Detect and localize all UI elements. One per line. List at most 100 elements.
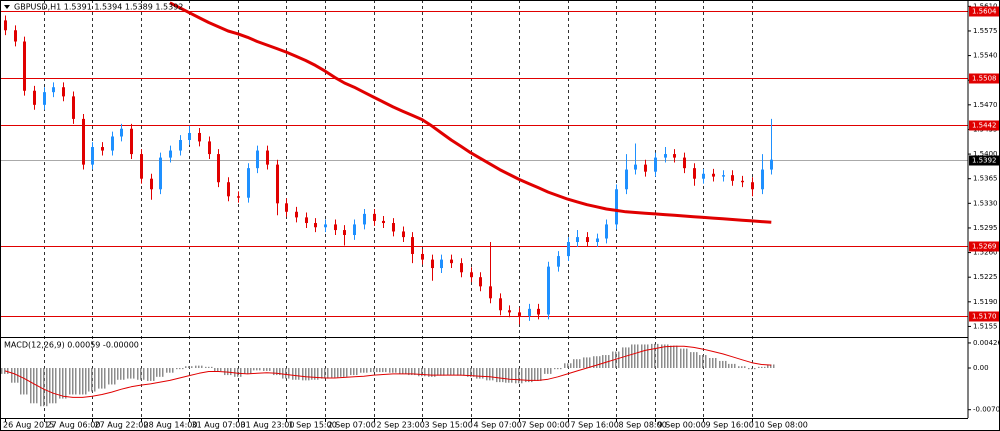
- macd-bar: [305, 368, 307, 381]
- x-tick-label: 9 Sep 16:00: [706, 421, 754, 430]
- macd-bar: [360, 368, 362, 373]
- level-box: [969, 73, 999, 84]
- macd-bar: [709, 358, 711, 368]
- macd-bar: [586, 357, 588, 368]
- macd-bar: [114, 368, 116, 385]
- macd-bar: [179, 368, 181, 370]
- candle-body: [440, 259, 443, 269]
- macd-bar: [670, 345, 672, 368]
- macd-bar: [234, 368, 236, 377]
- candle-body: [91, 147, 94, 165]
- macd-bar: [447, 368, 449, 376]
- macd-y-tick-label: 0.00426: [973, 339, 1000, 347]
- macd-bar: [382, 368, 384, 373]
- macd-bar: [583, 357, 585, 368]
- y-tick-label: 1.5365: [973, 175, 998, 183]
- macd-bar: [327, 368, 329, 379]
- macd-bar: [302, 368, 304, 381]
- macd-bar: [147, 368, 149, 381]
- macd-bar: [421, 368, 423, 377]
- macd-bar: [33, 368, 35, 404]
- candle-body: [4, 20, 7, 31]
- candle-body: [208, 141, 211, 155]
- candle-body: [673, 154, 676, 158]
- macd-bar: [734, 363, 736, 368]
- macd-bar: [211, 366, 213, 368]
- candle-body: [634, 164, 637, 170]
- macd-bar: [399, 368, 401, 374]
- macd-bar: [356, 368, 358, 376]
- macd-bar: [431, 368, 433, 377]
- macd-bar: [166, 368, 168, 373]
- macd-bar: [676, 345, 678, 368]
- macd-bar: [702, 355, 704, 368]
- candle-body: [470, 272, 473, 278]
- macd-bar: [195, 365, 197, 368]
- macd-bar: [282, 368, 284, 379]
- candle-body: [411, 237, 414, 254]
- x-tick-label: 1 Sep 15:00: [289, 421, 337, 430]
- macd-bar: [172, 368, 174, 373]
- candle-body: [314, 223, 317, 228]
- macd-bar: [108, 368, 110, 385]
- macd-bar: [467, 368, 469, 377]
- candle-body: [237, 196, 240, 198]
- macd-bar: [463, 368, 465, 376]
- macd-bar: [767, 364, 769, 368]
- macd-bar: [321, 368, 323, 379]
- candle-body: [295, 211, 298, 218]
- candle-body: [373, 213, 376, 221]
- macd-bar: [7, 368, 9, 374]
- macd-bar: [379, 368, 381, 373]
- macd-bar: [443, 368, 445, 376]
- macd-bar: [693, 352, 695, 368]
- macd-bar: [528, 368, 530, 383]
- macd-bar: [370, 368, 372, 373]
- macd-bar: [140, 368, 142, 380]
- macd-bar: [579, 359, 581, 368]
- macd-bar: [340, 368, 342, 377]
- macd-bar: [482, 368, 484, 379]
- y-tick-label: 1.5190: [973, 298, 998, 306]
- macd-bar: [237, 368, 239, 377]
- candle-body: [159, 157, 162, 190]
- macd-bar: [770, 364, 772, 368]
- macd-bar: [298, 368, 300, 380]
- macd-bar: [470, 368, 472, 377]
- level-label: 1.5508: [972, 75, 997, 83]
- menu-arrow[interactable]: [4, 5, 10, 9]
- candle-body: [188, 132, 191, 141]
- macd-bar: [346, 368, 348, 377]
- candle-body: [605, 224, 608, 239]
- macd-bar: [712, 358, 714, 368]
- candle-body: [266, 150, 269, 165]
- macd-bar: [85, 368, 87, 395]
- candle-body: [353, 224, 356, 235]
- candle-body: [276, 164, 279, 204]
- y-tick-label: 1.5470: [973, 101, 998, 109]
- level-box: [969, 120, 999, 131]
- macd-bar: [664, 344, 666, 368]
- macd-bar: [476, 368, 478, 379]
- x-tick-label: 26 Aug 2015: [3, 421, 54, 430]
- level-label: 1.5442: [972, 122, 997, 130]
- macd-bar: [324, 368, 326, 379]
- level-box: [969, 241, 999, 252]
- candle-body: [217, 154, 220, 183]
- macd-bar: [314, 368, 316, 380]
- macd-bar: [764, 366, 766, 368]
- level-label: 1.5604: [972, 8, 997, 16]
- level-box: [969, 155, 999, 166]
- macd-bar: [424, 368, 426, 377]
- macd-bar: [534, 368, 536, 381]
- candle-body: [537, 308, 540, 315]
- macd-bar: [593, 356, 595, 368]
- macd-bar: [389, 368, 391, 373]
- macd-bar: [719, 360, 721, 368]
- macd-bar: [23, 368, 25, 395]
- macd-bar: [628, 347, 630, 368]
- macd-bar: [515, 368, 517, 384]
- macd-bar: [385, 368, 387, 373]
- macd-bar: [120, 368, 122, 380]
- macd-bar: [518, 368, 520, 384]
